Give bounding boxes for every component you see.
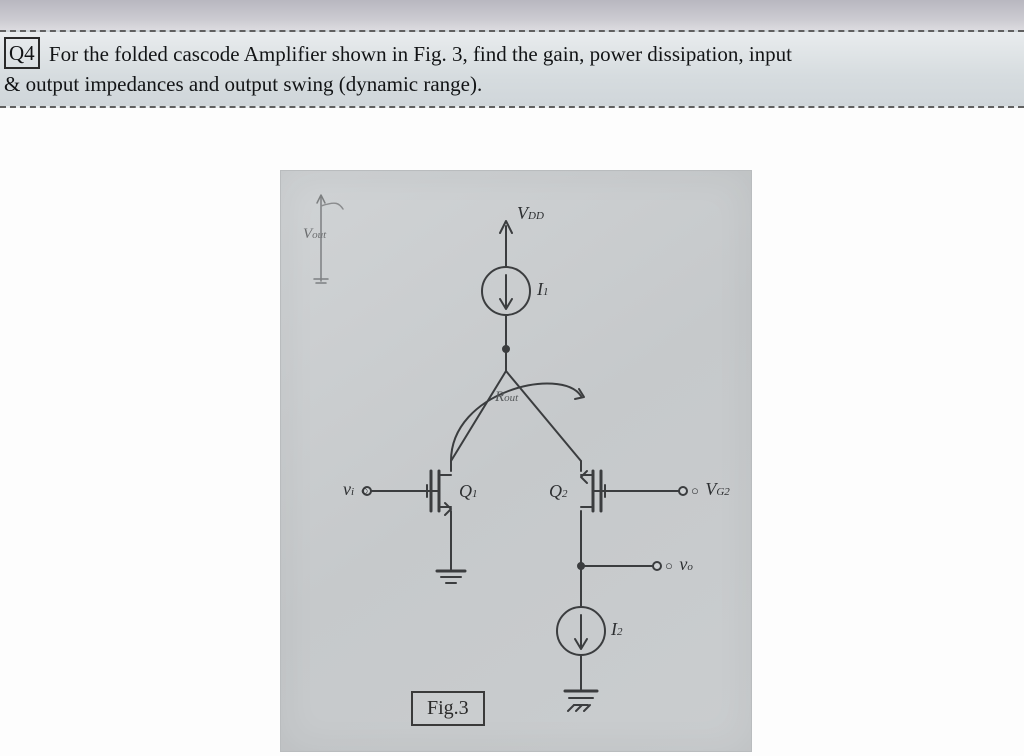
- figure-caption-box: Fig.3: [411, 691, 485, 726]
- i2-label: I2: [611, 619, 623, 640]
- q1-label: Q1: [459, 481, 478, 502]
- vdd-label: VDD: [517, 203, 544, 224]
- figure-caption: Fig.3: [427, 697, 469, 719]
- circuit-panel: Vout: [280, 170, 752, 752]
- question-box: Q4 For the folded cascode Amplifier show…: [0, 30, 1024, 108]
- vin-label: vi ○: [343, 479, 368, 500]
- question-label: Q4: [4, 37, 40, 69]
- circuit-svg: [281, 171, 751, 751]
- vg2-label: ○ VG2: [691, 479, 730, 500]
- i1-label: I1: [537, 279, 549, 300]
- rout-label: Rout: [495, 389, 518, 406]
- q2-label: Q2: [549, 481, 568, 502]
- question-text-line2: & output impedances and output swing (dy…: [4, 72, 482, 96]
- vout-label: ○ vo: [665, 554, 693, 575]
- question-text-line1: For the folded cascode Amplifier shown i…: [49, 42, 792, 66]
- top-gradient-strip: [0, 0, 1024, 34]
- page-root: Q4 For the folded cascode Amplifier show…: [0, 0, 1024, 756]
